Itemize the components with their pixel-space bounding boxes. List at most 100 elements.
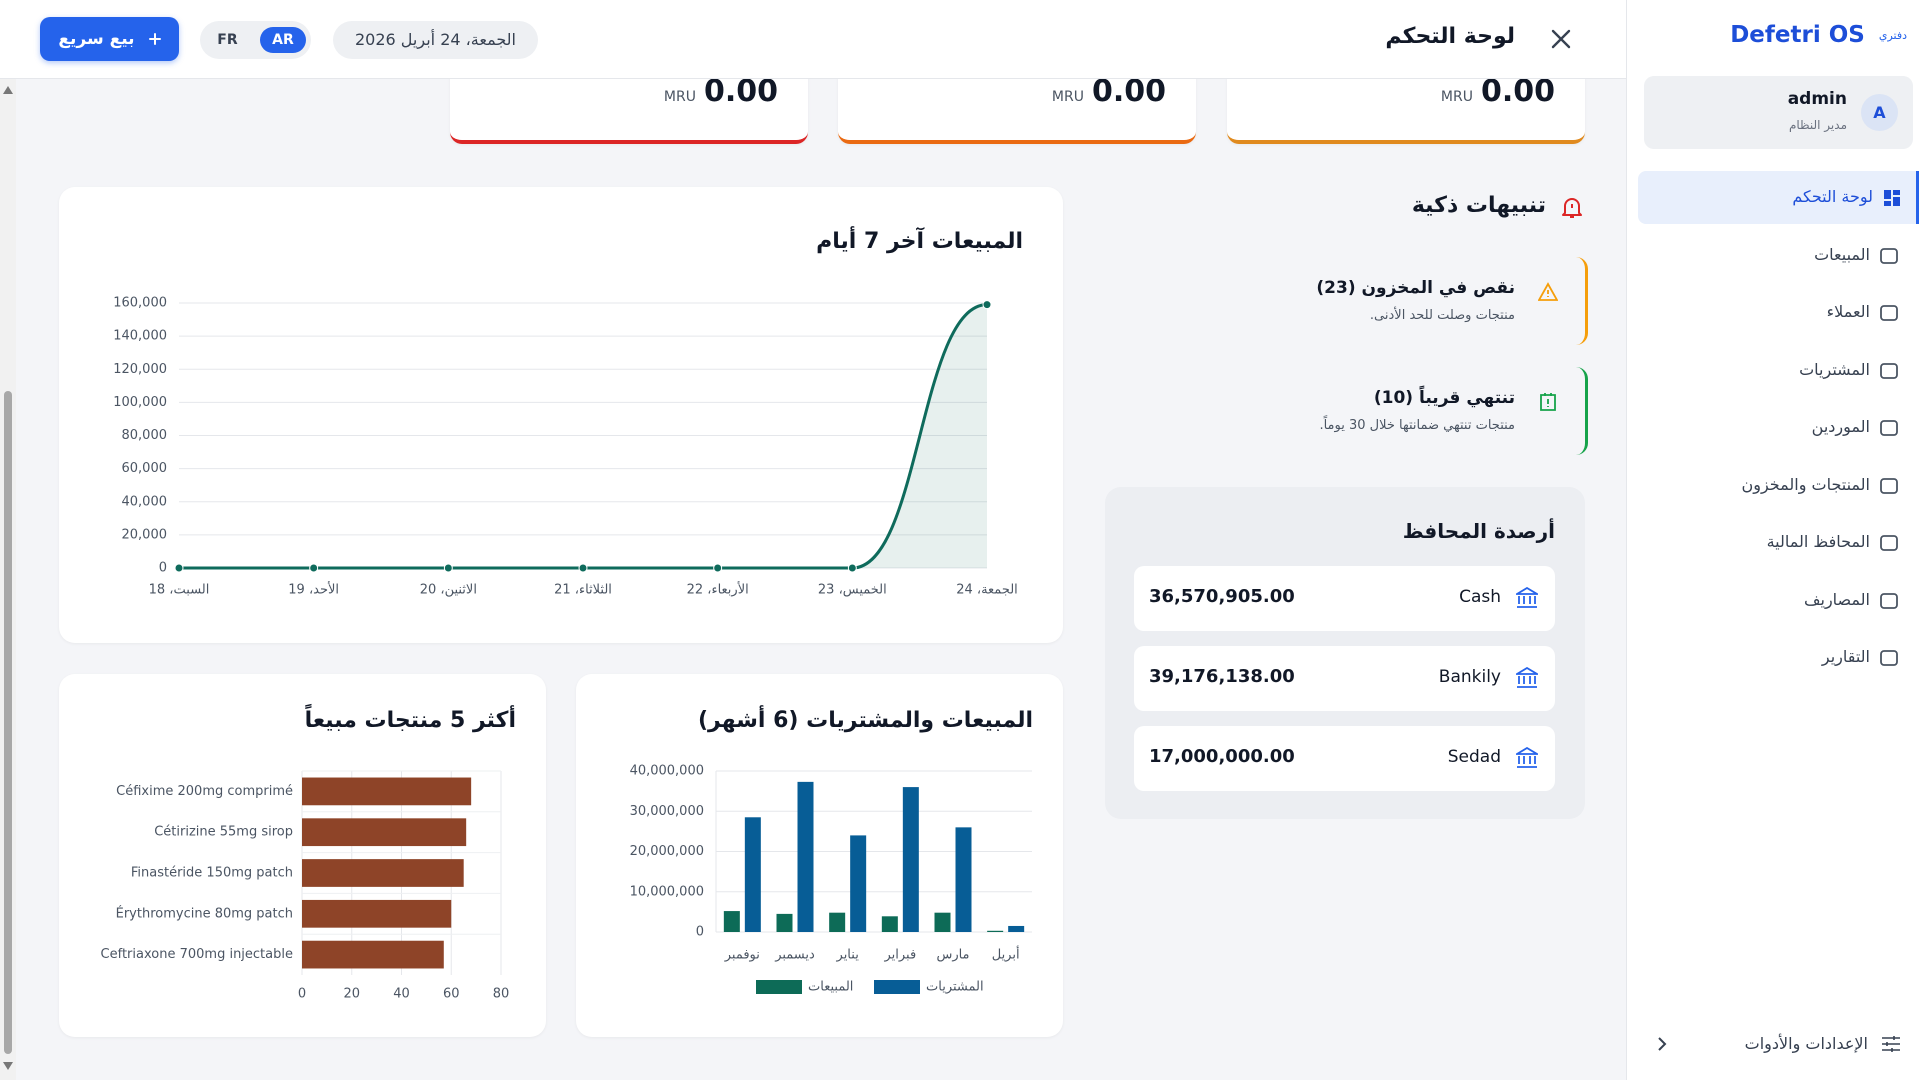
wallet-row[interactable]: 17,000,000.00 Sedad [1134,726,1555,791]
scroll-up[interactable] [3,86,13,94]
nav-label: لوحة التحكم [1792,187,1873,206]
wallet-row[interactable]: 36,570,905.00 Cash [1134,566,1555,631]
alert-card: تنتهي قريباً (10) منتجات تنتهي ضمانتها خل… [1100,367,1588,455]
nav-item[interactable]: التقارير [1638,631,1916,684]
legend-swatch [756,980,802,994]
warning-shape [1538,282,1558,301]
bar [881,916,898,932]
bar [744,817,761,932]
wallet-icon [1516,587,1538,608]
brand-sub: دفتري [1878,28,1907,42]
brand-name: Defetri OS [1730,22,1865,48]
y-tick-label: 120,000 [113,362,167,377]
user-role: مدير النظام [1788,118,1847,132]
wallet-icon [1516,667,1538,688]
nav-item[interactable]: الموردين [1638,401,1916,454]
nav-icon [1880,650,1898,666]
scrollbar[interactable] [0,78,16,1080]
icon-shape [1880,477,1898,494]
wallet-name: Sedad [1447,747,1501,767]
quick-sale-button[interactable]: بيع سريع [40,17,179,61]
nav-label: المشتريات [1799,359,1870,379]
point [713,563,723,573]
kpi-value-row: MRU 0.00 [1052,74,1166,109]
nav-label: المحافظ المالية [1766,532,1870,551]
wallet-row[interactable]: 39,176,138.00 Bankily [1134,646,1555,711]
y-tick-label: Érythromycine 80mg patch [116,905,293,921]
bank-shape [1516,667,1538,688]
user-card[interactable]: A admin مدير النظام [1644,76,1913,149]
icon-shape [1880,535,1898,551]
y-tick-label: Cétirizine 55mg sirop [154,825,293,840]
legend-swatch [874,980,920,994]
sales-purchases-card: المبيعات والمشتريات (6 أشهر) 0 10,000,000… [576,674,1063,1037]
area [179,304,987,568]
point [443,563,453,573]
x-tick-label: الجمعة، 24 [956,583,1018,598]
point [174,563,184,573]
bank-shape [1516,747,1538,768]
language-option[interactable]: FR [217,32,238,48]
settings-icon [1882,1036,1900,1052]
bar [902,787,919,932]
kpi-value: 0.00 [1091,74,1166,109]
nav-item[interactable]: المنتجات والمخزون [1638,459,1916,512]
point [309,563,319,573]
sales-7-days-card: المبيعات آخر 7 أيام 0 20,000 40,000 60,000 8… [59,187,1063,643]
bar [934,912,951,932]
wallet-name: Cash [1459,587,1501,607]
y-tick-label: Ceftriaxone 700mg injectable [101,947,293,962]
bar [302,818,467,847]
chart: 0 20 40 60 80 Céfixime 200mg comprimé Cétirizi… [101,770,509,1002]
nav-item[interactable]: المصاريف [1638,574,1916,627]
legend-label: المشتريات [926,980,984,995]
y-tick-label: 0 [159,561,167,576]
bar [302,899,452,928]
wallet-balance: 17,000,000.00 [1149,746,1295,767]
y-tick-label: 140,000 [113,329,167,344]
y-tick-label: 100,000 [113,395,167,410]
sidebar: Defetri OS دفتري A admin مدير النظام لوح… [1626,0,1920,1080]
x-tick-label: الخميس، 23 [818,583,887,598]
scroll-down[interactable] [3,1062,13,1070]
language-option[interactable]: AR [260,27,306,53]
alert-title: نقص في المخزون (23) [1316,278,1515,298]
kpi-currency: MRU [1440,89,1473,105]
bar [829,912,846,932]
nav-icon [1880,477,1898,494]
alert-description: منتجات وصلت للحد الأدنى. [1369,308,1515,323]
y-tick-label: 80,000 [122,428,168,443]
top-products-card: أكثر 5 منتجات مبيعاً 0 20 40 60 80 Céfixime 2… [59,674,546,1037]
nav-item[interactable]: المشتريات [1638,344,1916,397]
date: الجمعة، 24 أبريل 2026 [333,21,538,59]
y-tick-label: 40,000 [122,494,168,509]
nav-icon [1880,592,1898,609]
kpi-currency: MRU [1051,89,1084,105]
nav-item[interactable]: المبيعات [1638,229,1916,282]
nav-item[interactable]: المحافظ المالية [1638,516,1916,569]
bell-icon [1562,198,1582,218]
x-tick-label: الاثنين، 20 [420,583,477,598]
chart-title: المبيعات والمشتريات (6 أشهر) [698,708,1033,733]
scroll-thumb[interactable] [4,391,12,1054]
y-tick-label: 20,000 [122,527,168,542]
bar [776,913,793,932]
bar [1008,925,1025,932]
nav-item[interactable]: لوحة التحكم [1638,171,1919,224]
x-tick-label: ديسمبر [774,948,815,963]
chevron [1658,1037,1667,1051]
alert-icon [1540,393,1556,411]
x-tick-label: الثلاثاء، 21 [554,583,612,598]
close-button[interactable] [1549,27,1573,51]
wallet-balance: 39,176,138.00 [1149,666,1295,687]
alert-icon [1538,282,1558,301]
y-tick-label: 30,000,000 [630,804,704,819]
point [847,563,857,573]
nav-item[interactable]: العملاء [1638,286,1916,339]
nav-label: التقارير [1821,647,1870,666]
nav-label: الموردين [1811,417,1870,436]
settings-link[interactable]: الإعدادات والأدوات [1627,1028,1920,1060]
wallets-title: أرصدة المحافظ [1402,519,1555,543]
avatar: A [1861,94,1898,131]
